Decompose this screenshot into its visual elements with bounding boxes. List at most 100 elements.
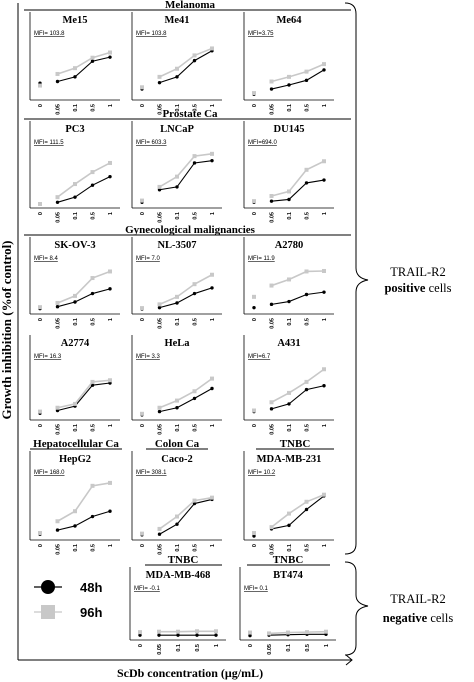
point-96h xyxy=(140,85,144,90)
series-line-48h xyxy=(57,382,111,412)
tick-label: 0.05 xyxy=(56,318,62,329)
point-96h xyxy=(175,294,179,299)
tick-label: 0 xyxy=(140,104,146,107)
group-title-colon: Colon Ca xyxy=(146,438,208,450)
svg-text:TNBC: TNBC xyxy=(273,554,304,566)
point-96h xyxy=(73,293,77,298)
point-96h xyxy=(322,367,326,372)
point-96h xyxy=(192,498,197,503)
tick-label: 1 xyxy=(210,104,216,107)
panel-a2774: A2774 MFI= 16.3 0 0.05 0.1 0.5 1 xyxy=(29,335,120,435)
tick-label: 0.1 xyxy=(175,424,181,432)
point-96h xyxy=(210,46,214,51)
point-48h xyxy=(90,514,95,519)
point-48h xyxy=(175,406,179,410)
panel-a431: A431 MFI=6.7 0 0.05 0.1 0.5 1 xyxy=(243,335,334,435)
tick-label: 1 xyxy=(210,544,216,547)
panels: Me15 MFI= 103.8 0 0.05 0.1 0.5 1 Me41 MFI= 103.8… xyxy=(29,12,336,655)
point-48h xyxy=(304,181,309,185)
point-48h xyxy=(269,407,274,411)
point-96h xyxy=(304,269,309,274)
tick-label: 0 xyxy=(252,318,258,321)
series-line-96h xyxy=(57,51,111,75)
mfi-annotation: MFI= 308.1 xyxy=(136,470,167,476)
point-48h xyxy=(210,386,214,391)
point-48h xyxy=(90,383,95,387)
point-48h xyxy=(269,199,274,203)
point-96h xyxy=(214,629,218,634)
series-line-96h xyxy=(271,270,325,287)
tick-label: 1 xyxy=(322,424,328,427)
series-line-96h xyxy=(159,274,213,306)
point-48h xyxy=(108,174,112,179)
tick-label: 1 xyxy=(108,318,114,321)
mfi-annotation: MFI= 16.3 xyxy=(34,354,62,360)
point-48h xyxy=(322,68,326,72)
positive-brace xyxy=(344,2,369,555)
point-48h xyxy=(269,87,274,91)
point-48h xyxy=(210,286,214,290)
negative-side-label: TRAIL-R2 negative cells xyxy=(383,592,454,625)
point-96h xyxy=(157,526,162,531)
series-line-96h xyxy=(159,496,213,530)
tick-label: 1 xyxy=(322,212,328,215)
point-96h xyxy=(269,283,274,288)
tick-label: 0.5 xyxy=(91,104,97,112)
point-96h xyxy=(38,305,42,310)
tick-label: 1 xyxy=(322,318,328,321)
panel-hepg2: HepG2 MFI= 168.0 0 0.05 0.1 0.5 1 xyxy=(29,451,120,555)
svg-text:negative cells: negative cells xyxy=(383,611,454,625)
point-48h xyxy=(157,305,162,310)
mfi-annotation: MFI=694.0 xyxy=(248,140,278,146)
point-96h xyxy=(157,405,162,410)
point-96h xyxy=(73,182,77,187)
series-line-48h xyxy=(271,291,325,305)
tick-label: 0 xyxy=(140,212,146,215)
panel-title: A2780 xyxy=(275,240,304,251)
point-96h xyxy=(192,154,197,159)
tick-label: 0.5 xyxy=(193,318,199,326)
point-96h xyxy=(55,519,60,524)
point-96h xyxy=(269,194,274,199)
point-96h xyxy=(322,268,326,273)
point-96h xyxy=(252,294,256,299)
panel-caco-2: Caco-2 MFI= 308.1 0 0.05 0.1 0.5 1 xyxy=(131,451,222,555)
mfi-annotation: MFI= 3.3 xyxy=(136,354,161,360)
tick-label: 0.1 xyxy=(286,644,292,652)
point-96h xyxy=(252,531,256,536)
tick-label: 0.5 xyxy=(91,424,97,432)
panel-title: HeLa xyxy=(164,338,190,349)
series-line-48h xyxy=(159,287,213,309)
panel-title: A2774 xyxy=(61,338,90,349)
panel-title: LNCaP xyxy=(160,124,194,135)
panel-title: MDA-MB-468 xyxy=(146,570,211,581)
legend-marker-96h xyxy=(41,605,55,619)
point-48h xyxy=(192,291,197,296)
svg-text:TNBC: TNBC xyxy=(280,438,311,450)
point-48h xyxy=(73,524,77,528)
tick-label: 0.5 xyxy=(193,544,199,552)
point-96h xyxy=(73,401,77,406)
point-48h xyxy=(269,302,274,307)
tick-label: 0.5 xyxy=(193,212,199,220)
mfi-annotation: MFI= 8.4 xyxy=(34,256,59,262)
tick-label: 1 xyxy=(324,644,330,647)
point-48h xyxy=(73,300,77,304)
series-line-96h xyxy=(271,368,325,403)
point-48h xyxy=(55,305,60,309)
y-axis-title: Growth inhibition (%of control) xyxy=(0,240,14,419)
point-96h xyxy=(305,630,309,635)
point-48h xyxy=(157,532,162,536)
point-48h xyxy=(108,55,112,59)
point-48h xyxy=(192,58,197,63)
point-48h xyxy=(304,507,309,512)
series-line-48h xyxy=(159,498,213,535)
point-96h xyxy=(269,525,274,530)
group-title-prostate: Prostate Ca xyxy=(24,108,351,120)
tick-label: 0.05 xyxy=(56,104,62,115)
legend-item-96h: 96h xyxy=(34,605,102,620)
tick-label: 0.05 xyxy=(158,212,164,223)
panel-title: PC3 xyxy=(65,124,84,135)
svg-text:TRAIL-R2: TRAIL-R2 xyxy=(390,592,446,606)
point-48h xyxy=(175,185,179,189)
